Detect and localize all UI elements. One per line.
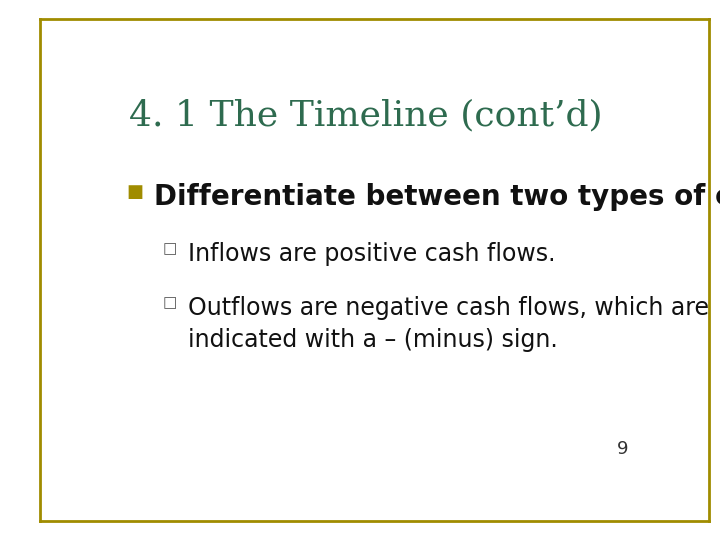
Text: □: □: [163, 295, 177, 310]
Text: □: □: [163, 241, 177, 256]
Text: 4. 1 The Timeline (cont’d): 4. 1 The Timeline (cont’d): [129, 98, 603, 132]
Text: ■: ■: [126, 183, 143, 201]
Text: Inflows are positive cash flows.: Inflows are positive cash flows.: [188, 241, 555, 266]
Text: Differentiate between two types of cash flows: Differentiate between two types of cash …: [154, 183, 720, 211]
Text: 9: 9: [617, 440, 629, 458]
Text: Outflows are negative cash flows, which are
indicated with a – (minus) sign.: Outflows are negative cash flows, which …: [188, 295, 708, 352]
